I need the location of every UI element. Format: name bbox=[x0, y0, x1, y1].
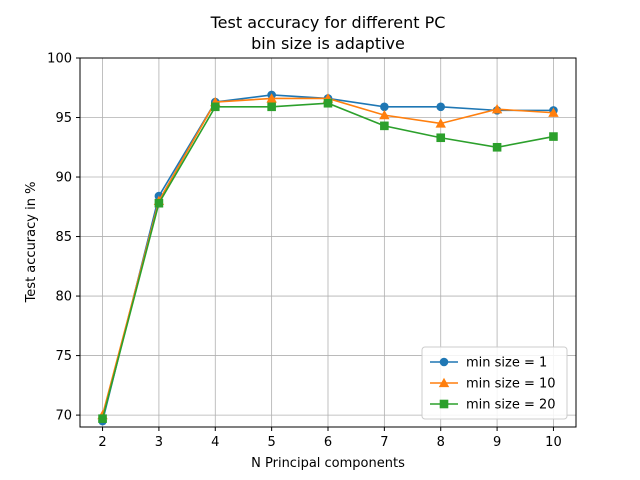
legend-label: min size = 20 bbox=[466, 398, 556, 413]
x-tick-label: 3 bbox=[155, 435, 163, 450]
y-tick-label: 100 bbox=[47, 52, 72, 67]
legend-item: min size = 1 bbox=[430, 356, 547, 371]
x-tick-label: 4 bbox=[211, 435, 219, 450]
x-axis-title: N Principal components bbox=[251, 456, 405, 471]
x-tick-label: 9 bbox=[493, 435, 501, 450]
legend-item: min size = 10 bbox=[430, 377, 556, 392]
y-tick-label: 75 bbox=[55, 349, 72, 364]
data-point bbox=[266, 93, 277, 103]
x-tick-label: 6 bbox=[324, 435, 332, 450]
x-tick-label: 8 bbox=[437, 435, 445, 450]
data-point bbox=[323, 98, 333, 108]
legend-marker bbox=[438, 377, 450, 388]
x-axis: 2 3 4 5 6 7 8 9 10 bbox=[98, 427, 562, 450]
legend-marker bbox=[439, 357, 449, 367]
data-point bbox=[380, 102, 389, 112]
y-tick-label: 95 bbox=[55, 111, 72, 126]
data-point bbox=[548, 107, 559, 117]
y-tick-label: 90 bbox=[55, 171, 72, 186]
data-point bbox=[98, 414, 107, 423]
data-point bbox=[267, 102, 276, 112]
legend: min size = 1 min size = 10 min size = 20 bbox=[421, 346, 568, 420]
y-axis: 70 75 80 85 90 95 100 bbox=[47, 52, 80, 424]
chart-title-line-1: Test accuracy for different PC bbox=[210, 13, 446, 32]
x-tick-label: 10 bbox=[545, 435, 562, 450]
series-plot-area bbox=[97, 90, 559, 426]
chart-title: Test accuracy for different PC bin size … bbox=[210, 13, 446, 53]
x-tick-label: 5 bbox=[267, 435, 275, 450]
data-point bbox=[379, 109, 390, 120]
data-point bbox=[380, 121, 389, 131]
legend-label: min size = 10 bbox=[466, 377, 556, 392]
data-point bbox=[492, 142, 502, 152]
legend-label: min size = 1 bbox=[466, 356, 547, 371]
y-tick-label: 70 bbox=[55, 409, 72, 424]
data-point bbox=[436, 102, 446, 112]
y-axis-title: Test accuracy in % bbox=[24, 182, 39, 304]
y-tick-label: 85 bbox=[55, 230, 72, 245]
legend-item: min size = 20 bbox=[430, 398, 556, 413]
legend-marker bbox=[439, 399, 449, 409]
y-tick-label: 80 bbox=[55, 290, 72, 305]
data-point bbox=[154, 198, 164, 208]
series-min-size-20 bbox=[98, 98, 558, 423]
legend-box bbox=[421, 346, 568, 420]
data-point bbox=[491, 103, 503, 114]
data-point bbox=[435, 118, 446, 128]
x-tick-label: 7 bbox=[380, 435, 388, 450]
x-tick-label: 2 bbox=[98, 435, 106, 450]
data-point bbox=[210, 102, 220, 112]
chart-title-line-2: bin size is adaptive bbox=[251, 34, 405, 53]
data-point bbox=[549, 132, 558, 141]
data-point bbox=[436, 133, 446, 143]
